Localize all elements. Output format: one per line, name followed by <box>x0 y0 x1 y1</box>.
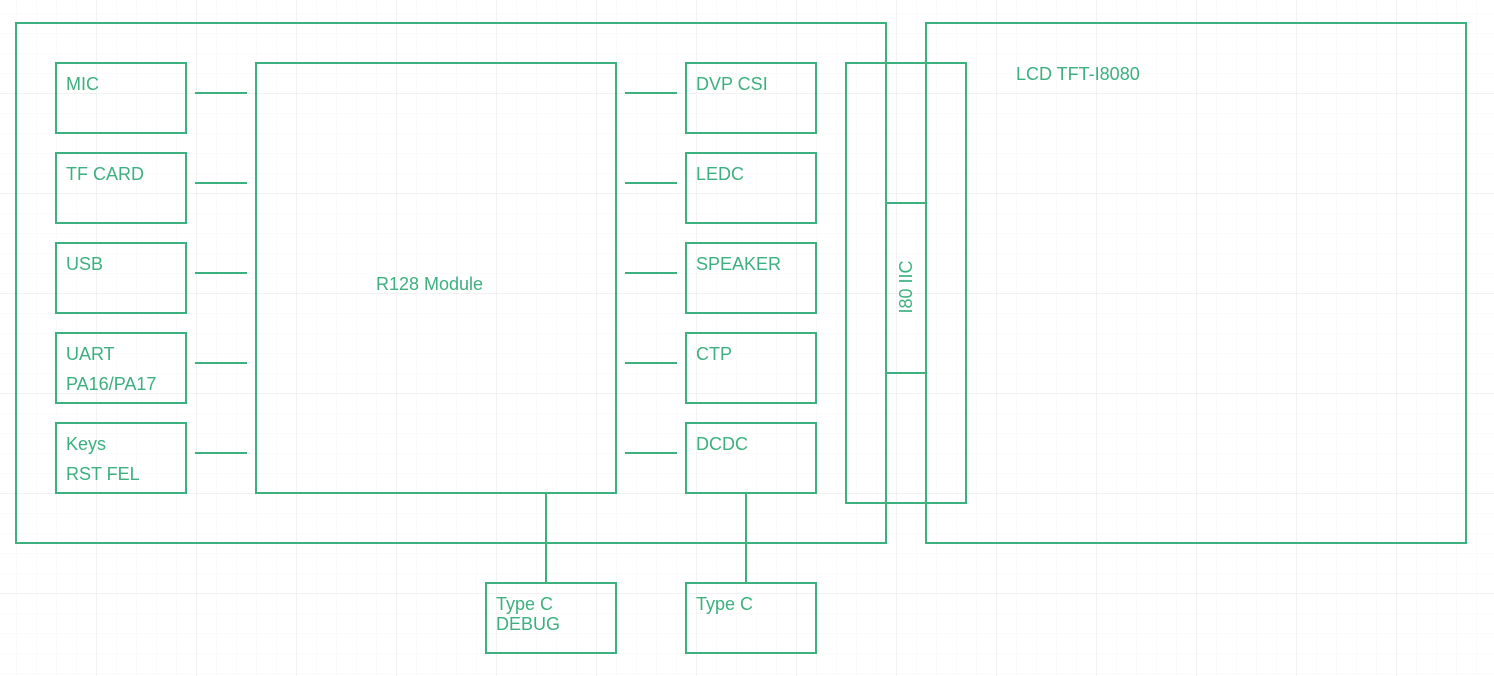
type-c-debug-label: Type C <box>496 594 554 614</box>
tf-card-block <box>55 152 187 224</box>
dcdc-block <box>685 422 817 494</box>
ledc-block <box>685 152 817 224</box>
interface-label: I80 IIC <box>896 260 916 314</box>
usb-connector <box>195 272 247 274</box>
usb-block <box>55 242 187 314</box>
debug-vertical-connector <box>545 492 547 584</box>
power-vertical-connector <box>745 492 747 584</box>
speaker-label: SPEAKER <box>696 254 782 274</box>
dcdc-connector <box>625 452 677 454</box>
type-c-debug-sub-label: DEBUG <box>496 614 561 634</box>
speaker-connector <box>625 272 677 274</box>
interface-divider-top <box>886 202 926 204</box>
usb-label: USB <box>66 254 104 274</box>
tf-card-connector <box>195 182 247 184</box>
ledc-connector <box>625 182 677 184</box>
ctp-connector <box>625 362 677 364</box>
type-c-debug-block <box>485 582 617 654</box>
core-module <box>255 62 617 494</box>
interface-block <box>845 62 967 504</box>
ctp-block <box>685 332 817 404</box>
dvp-csi-connector <box>625 92 677 94</box>
mic-connector <box>195 92 247 94</box>
keys-connector <box>195 452 247 454</box>
type-c-power-block <box>685 582 817 654</box>
uart-pins-label: PA16/PA17 <box>66 374 157 394</box>
lcd-panel <box>925 22 1467 544</box>
ctp-label: CTP <box>696 344 732 364</box>
lcd-label: LCD TFT-I8080 <box>1016 64 1140 84</box>
type-c-power-label: Type C <box>696 594 754 614</box>
ledc-label: LEDC <box>696 164 745 184</box>
keys-label: Keys <box>66 434 107 454</box>
tf-card-label: TF CARD <box>66 164 144 184</box>
dvp-csi-label: DVP CSI <box>696 74 768 94</box>
speaker-block <box>685 242 817 314</box>
uart-label: UART <box>66 344 115 364</box>
dcdc-label: DCDC <box>696 434 748 454</box>
mic-label: MIC <box>66 74 99 94</box>
core-module-label: R128 Module <box>376 274 484 294</box>
interface-divider-bottom <box>886 372 926 374</box>
mic-block <box>55 62 187 134</box>
uart-connector <box>195 362 247 364</box>
board-outline <box>15 22 887 544</box>
keys-block <box>55 422 187 494</box>
keys-sub-label: RST FEL <box>66 464 140 484</box>
dvp-csi-block <box>685 62 817 134</box>
uart-block <box>55 332 187 404</box>
